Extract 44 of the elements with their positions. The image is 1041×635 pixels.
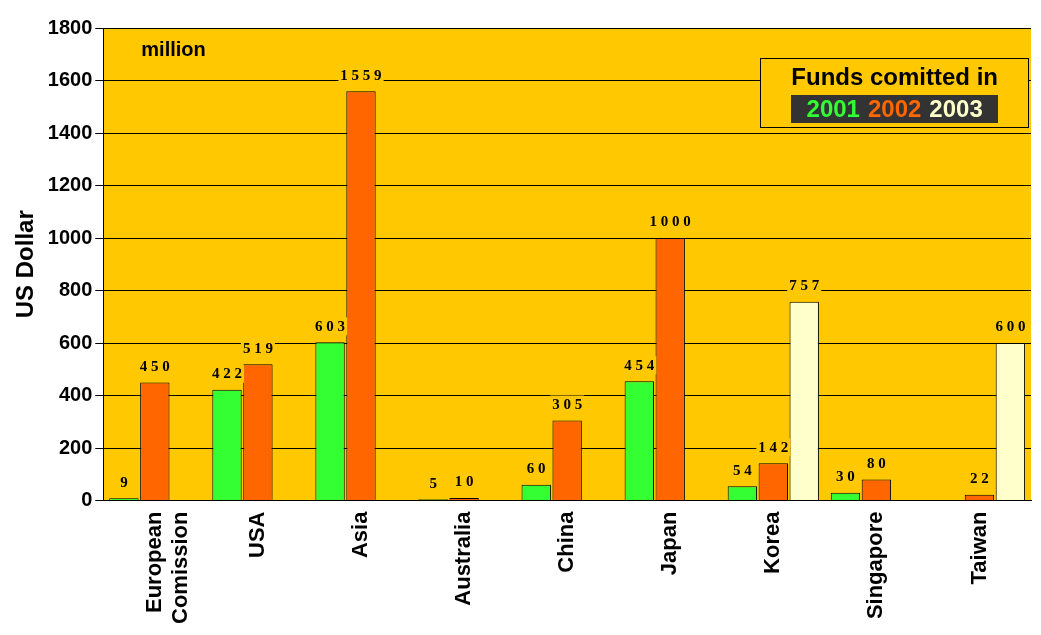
data-label: 6 0 [526,460,546,477]
data-label: 1 4 2 [758,438,789,455]
data-label: 5 1 9 [242,339,273,356]
text: 2003 [929,95,983,122]
x-tick-label: USA [243,511,269,558]
y-tick-label: 200 [58,435,93,458]
x-tick-label: Singapore [862,511,888,620]
data-label: 3 0 5 [552,395,583,412]
text: 2002 [867,95,922,122]
data-label: 1 0 0 0 [649,213,691,230]
data-label: 6 0 0 [995,318,1026,335]
text: 2001 [806,95,860,122]
y-tick-label: 1000 [47,225,93,248]
x-tick-label: Australia [450,510,476,606]
x-tick-label: Taiwan [965,511,991,585]
data-label: 4 5 4 [624,356,655,373]
data-label: 1 5 5 9 [340,66,382,83]
y-tick-label: 0 [81,488,93,511]
y-tick-label: 1600 [47,68,93,91]
y-tick-label: 400 [58,383,93,406]
data-label: 6 0 3 [315,317,346,334]
y-axis-title: US Dollar [11,210,39,319]
y-tick-label: 1400 [47,120,93,143]
data-label: 4 5 0 [139,357,170,374]
x-tick-label: Korea [759,510,785,574]
x-tick-label: European Comission [140,511,193,625]
x-tick-label: Asia [347,510,373,559]
data-label: 8 0 [867,454,886,471]
data-label: 5 [429,474,437,491]
data-label: 4 2 2 [211,365,242,382]
annotation: million [141,37,206,60]
data-label: 5 4 [733,461,753,478]
data-label: 2 2 [970,470,989,487]
legend-title: Funds comitted in [791,63,998,91]
data-label: 1 0 [454,473,474,490]
x-tick-label: Japan [656,511,682,576]
data-label: 7 5 7 [789,277,820,294]
data-label: 9 [120,473,128,490]
y-tick-label: 1200 [47,173,93,196]
y-tick-label: 600 [58,330,93,353]
data-label: 3 0 [836,468,855,485]
y-tick-label: 800 [58,278,93,301]
x-tick-label: China [553,510,579,573]
y-tick-label: 1800 [47,15,93,38]
